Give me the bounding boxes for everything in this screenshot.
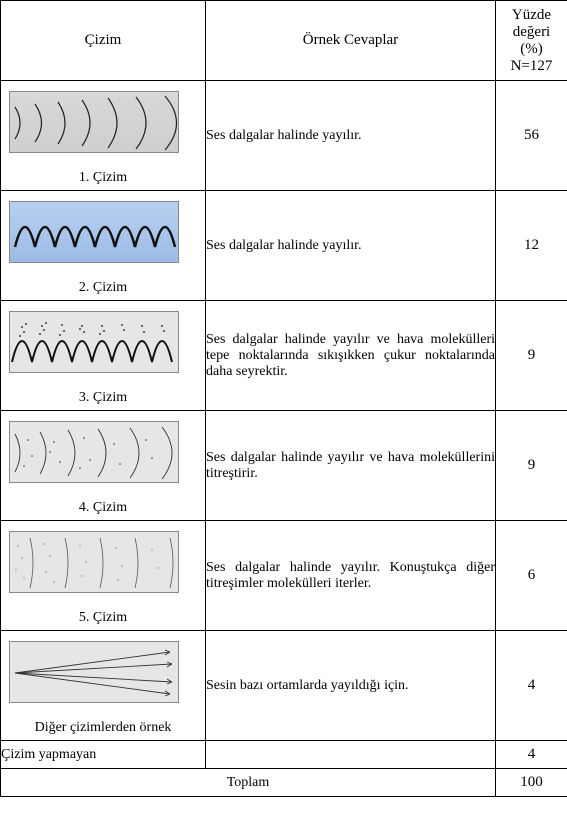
drawing-cell-4: 4. Çizim — [1, 411, 206, 521]
drawing-caption-6: Diğer çizimlerden örnek — [1, 720, 205, 736]
header-percent-l2: değeri — [513, 24, 550, 40]
no-drawing-pct: 4 — [496, 741, 567, 769]
drawing-caption-5: 5. Çizim — [1, 610, 205, 626]
percent-cell-3: 9 — [496, 301, 567, 411]
drawing-thumb-5 — [9, 531, 179, 593]
answer-cell-6: Sesin bazı ortamlarda yayıldığı için. — [206, 631, 496, 741]
no-drawing-empty — [206, 741, 496, 769]
results-table: Çizim Örnek Cevaplar Yüzde değeri (%) N=… — [0, 0, 567, 797]
drawing-thumb-6 — [9, 641, 179, 703]
drawing-thumb-1 — [9, 91, 179, 153]
answer-cell-2: Ses dalgalar halinde yayılır. — [206, 191, 496, 301]
header-drawing: Çizim — [1, 1, 206, 81]
table-row: Diğer çizimlerden örnek Sesin bazı ortam… — [1, 631, 567, 741]
drawing-cell-2: 2. Çizim — [1, 191, 206, 301]
table-row: 5. Çizim Ses dalgalar halinde yayılır. K… — [1, 521, 567, 631]
drawing-caption-3: 3. Çizim — [1, 390, 205, 406]
drawing-thumb-2 — [9, 201, 179, 263]
percent-cell-2: 12 — [496, 191, 567, 301]
percent-cell-6: 4 — [496, 631, 567, 741]
header-percent-l3: (%) — [520, 41, 543, 57]
table-row: 1. Çizim Ses dalgalar halinde yayılır. 5… — [1, 81, 567, 191]
drawing-cell-1: 1. Çizim — [1, 81, 206, 191]
header-row: Çizim Örnek Cevaplar Yüzde değeri (%) N=… — [1, 1, 567, 81]
drawing-cell-5: 5. Çizim — [1, 521, 206, 631]
drawing-cell-3: 3. Çizim — [1, 301, 206, 411]
drawing-caption-4: 4. Çizim — [1, 500, 205, 516]
header-percent-l4: N=127 — [511, 58, 553, 74]
drawing-thumb-4 — [9, 421, 179, 483]
percent-cell-4: 9 — [496, 411, 567, 521]
header-answer: Örnek Cevaplar — [206, 1, 496, 81]
table-row: 4. Çizim Ses dalgalar halinde yayılır ve… — [1, 411, 567, 521]
no-drawing-label: Çizim yapmayan — [1, 741, 206, 769]
header-percent-l1: Yüzde — [512, 7, 551, 23]
row-no-drawing: Çizim yapmayan 4 — [1, 741, 567, 769]
drawing-thumb-3 — [9, 311, 179, 373]
answer-cell-5: Ses dalgalar halinde yayılır. Konuştukça… — [206, 521, 496, 631]
answer-cell-1: Ses dalgalar halinde yayılır. — [206, 81, 496, 191]
drawing-cell-6: Diğer çizimlerden örnek — [1, 631, 206, 741]
row-total: Toplam 100 — [1, 769, 567, 797]
header-percent: Yüzde değeri (%) N=127 — [496, 1, 567, 81]
drawing-caption-2: 2. Çizim — [1, 280, 205, 296]
table-row: 3. Çizim Ses dalgalar halinde yayılır ve… — [1, 301, 567, 411]
percent-cell-5: 6 — [496, 521, 567, 631]
total-pct: 100 — [496, 769, 567, 797]
answer-cell-4: Ses dalgalar halinde yayılır ve hava mol… — [206, 411, 496, 521]
total-label: Toplam — [1, 769, 496, 797]
answer-cell-3: Ses dalgalar halinde yayılır ve hava mol… — [206, 301, 496, 411]
percent-cell-1: 56 — [496, 81, 567, 191]
drawing-caption-1: 1. Çizim — [1, 170, 205, 186]
table-row: 2. Çizim Ses dalgalar halinde yayılır. 1… — [1, 191, 567, 301]
